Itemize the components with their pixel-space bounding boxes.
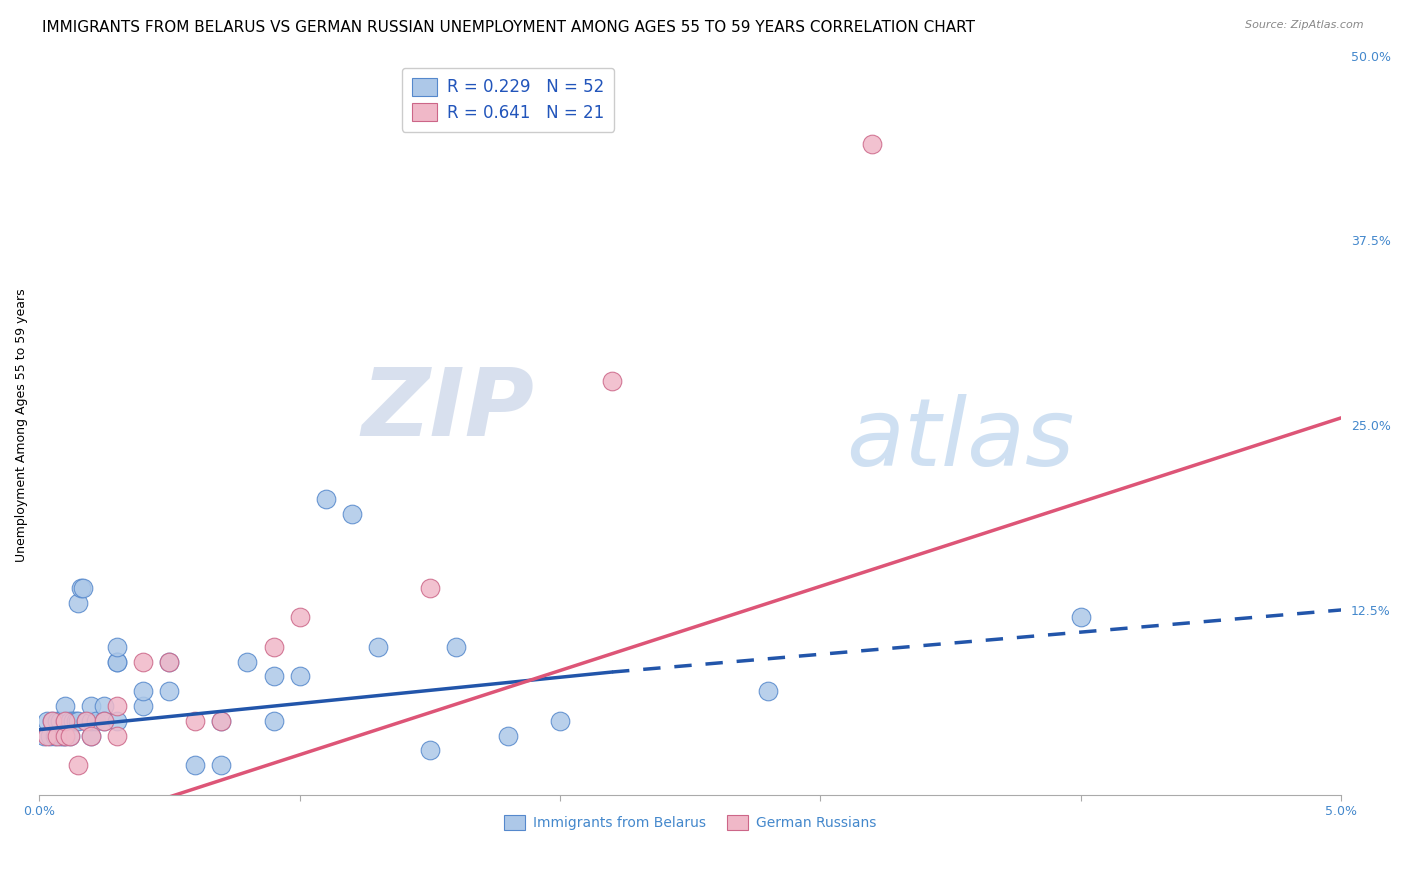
Point <box>34 729 56 743</box>
Point <box>93 714 115 728</box>
Point <box>157 655 180 669</box>
Point <box>1070 610 1092 624</box>
Point <box>184 714 207 728</box>
Point <box>263 669 285 683</box>
Point <box>105 640 128 654</box>
Text: IMMIGRANTS FROM BELARUS VS GERMAN RUSSIAN UNEMPLOYMENT AMONG AGES 55 TO 59 YEARS: IMMIGRANTS FROM BELARUS VS GERMAN RUSSIA… <box>42 20 976 35</box>
Point <box>236 655 259 669</box>
Point <box>209 758 232 772</box>
Point <box>35 714 58 728</box>
Point <box>157 655 180 669</box>
Point <box>93 698 115 713</box>
Point <box>315 492 337 507</box>
Point <box>184 758 207 772</box>
Point <box>132 698 155 713</box>
Point <box>80 698 103 713</box>
Point <box>53 714 76 728</box>
Point <box>419 581 441 595</box>
Point <box>600 374 623 388</box>
Point <box>132 655 155 669</box>
Point <box>53 714 76 728</box>
Point <box>419 743 441 757</box>
Point <box>496 729 519 743</box>
Legend: Immigrants from Belarus, German Russians: Immigrants from Belarus, German Russians <box>498 810 882 836</box>
Point <box>41 714 63 728</box>
Point <box>49 729 72 743</box>
Point <box>105 714 128 728</box>
Point <box>53 729 76 743</box>
Point <box>209 714 232 728</box>
Point <box>263 714 285 728</box>
Point <box>340 507 363 521</box>
Point <box>80 729 103 743</box>
Point <box>105 729 128 743</box>
Point <box>80 714 103 728</box>
Point <box>75 714 97 728</box>
Point <box>59 714 82 728</box>
Point <box>263 640 285 654</box>
Point <box>444 640 467 654</box>
Point <box>756 684 779 698</box>
Point <box>105 655 128 669</box>
Text: atlas: atlas <box>846 394 1074 485</box>
Point <box>67 596 90 610</box>
Point <box>80 729 103 743</box>
Point <box>53 714 76 728</box>
Point <box>51 729 73 743</box>
Point <box>65 714 87 728</box>
Point <box>44 729 66 743</box>
Point <box>105 655 128 669</box>
Point <box>49 714 72 728</box>
Point <box>38 729 60 743</box>
Point <box>35 729 58 743</box>
Text: Source: ZipAtlas.com: Source: ZipAtlas.com <box>1246 20 1364 29</box>
Point <box>132 684 155 698</box>
Point <box>548 714 571 728</box>
Point <box>367 640 389 654</box>
Point <box>53 698 76 713</box>
Point <box>41 714 63 728</box>
Point <box>93 714 115 728</box>
Point <box>288 669 311 683</box>
Text: ZIP: ZIP <box>361 365 534 457</box>
Point <box>46 729 69 743</box>
Point <box>157 684 180 698</box>
Point <box>75 714 97 728</box>
Point <box>46 714 69 728</box>
Point <box>62 714 84 728</box>
Point <box>59 729 82 743</box>
Point <box>288 610 311 624</box>
Point <box>67 758 90 772</box>
Point <box>105 698 128 713</box>
Point <box>53 729 76 743</box>
Point <box>59 729 82 743</box>
Point <box>72 581 94 595</box>
Point <box>86 714 108 728</box>
Point <box>69 581 91 595</box>
Point <box>209 714 232 728</box>
Point <box>67 714 90 728</box>
Y-axis label: Unemployment Among Ages 55 to 59 years: Unemployment Among Ages 55 to 59 years <box>15 288 28 562</box>
Point <box>862 137 884 152</box>
